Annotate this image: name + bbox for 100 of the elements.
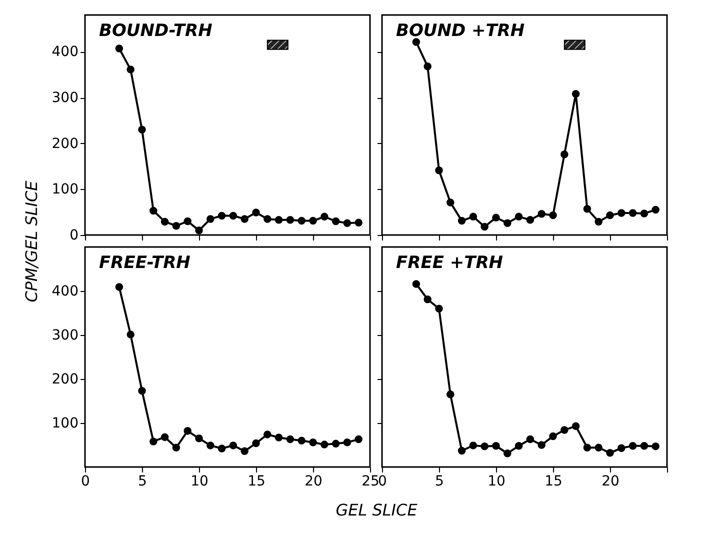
point bbox=[628, 209, 637, 217]
point bbox=[594, 218, 602, 226]
point bbox=[583, 205, 592, 213]
point bbox=[572, 422, 580, 430]
point bbox=[640, 442, 648, 450]
y-tick-label: 100 bbox=[52, 416, 78, 432]
point bbox=[150, 438, 158, 446]
point bbox=[480, 222, 488, 231]
point bbox=[126, 330, 134, 338]
point bbox=[526, 216, 534, 224]
x-tick-label: 5 bbox=[435, 474, 444, 490]
x-tick-label: 0 bbox=[81, 474, 90, 490]
point bbox=[412, 38, 420, 46]
point bbox=[172, 444, 180, 452]
point bbox=[435, 166, 443, 174]
chart-title: FREE-TRH bbox=[99, 253, 190, 273]
y-tick-label: 400 bbox=[52, 284, 78, 300]
point bbox=[424, 295, 432, 304]
chart-title: BOUND +TRH bbox=[396, 21, 525, 41]
y-tick-label: 0 bbox=[70, 228, 78, 244]
x-tick-label: 0 bbox=[378, 474, 387, 490]
point bbox=[264, 215, 272, 223]
point bbox=[195, 226, 203, 234]
y-tick-label: 300 bbox=[52, 328, 78, 344]
point bbox=[583, 444, 592, 452]
point bbox=[160, 433, 169, 441]
point bbox=[572, 90, 580, 98]
point bbox=[252, 439, 260, 448]
point bbox=[343, 219, 352, 227]
point bbox=[320, 212, 328, 221]
point bbox=[652, 442, 660, 450]
point bbox=[240, 215, 248, 223]
chart-title: BOUND-TRH bbox=[99, 21, 212, 41]
point bbox=[424, 62, 432, 70]
point bbox=[492, 214, 500, 222]
point bbox=[172, 222, 180, 230]
point bbox=[138, 126, 146, 134]
y-tick-label: 200 bbox=[52, 372, 78, 388]
point bbox=[446, 390, 454, 398]
point bbox=[560, 426, 568, 434]
point bbox=[560, 150, 568, 158]
point bbox=[274, 434, 283, 442]
point bbox=[549, 211, 557, 220]
x-tick-label: 25 bbox=[362, 474, 380, 490]
point bbox=[138, 387, 146, 395]
point bbox=[286, 435, 294, 444]
y-tick-label: 400 bbox=[52, 44, 78, 60]
point bbox=[480, 442, 488, 450]
point bbox=[606, 211, 614, 220]
point bbox=[412, 280, 420, 288]
point bbox=[538, 441, 546, 449]
point bbox=[526, 435, 534, 444]
point bbox=[618, 444, 626, 452]
point bbox=[195, 434, 203, 442]
x-tick-label: 15 bbox=[544, 474, 562, 490]
point bbox=[354, 218, 362, 226]
point bbox=[469, 442, 478, 450]
point bbox=[469, 212, 478, 221]
x-tick-label: 20 bbox=[602, 474, 620, 490]
point bbox=[115, 44, 124, 52]
x-axis-title: GEL SLICE bbox=[336, 500, 418, 520]
point bbox=[240, 447, 248, 456]
chart-title: FREE +TRH bbox=[396, 253, 504, 273]
point bbox=[640, 210, 648, 218]
point bbox=[184, 217, 192, 226]
y-tick-label: 100 bbox=[52, 182, 78, 198]
point bbox=[115, 283, 124, 291]
point bbox=[354, 435, 362, 444]
point bbox=[514, 212, 523, 221]
point bbox=[286, 216, 294, 224]
x-tick-label: 5 bbox=[138, 474, 147, 490]
point bbox=[309, 438, 317, 446]
point bbox=[492, 442, 500, 450]
point bbox=[504, 449, 512, 458]
point bbox=[218, 212, 226, 220]
point bbox=[320, 440, 328, 448]
x-tick-label: 10 bbox=[190, 474, 208, 490]
point bbox=[343, 438, 352, 446]
point bbox=[126, 66, 134, 74]
point bbox=[458, 446, 466, 455]
point bbox=[160, 218, 169, 226]
point bbox=[150, 206, 158, 215]
point bbox=[229, 442, 238, 450]
point bbox=[549, 432, 557, 440]
point bbox=[538, 210, 546, 218]
y-axis-title: CPM/GEL SLICE bbox=[22, 180, 41, 302]
y-tick-label: 300 bbox=[52, 90, 78, 106]
point bbox=[458, 216, 466, 225]
point bbox=[446, 198, 454, 206]
point bbox=[628, 442, 637, 450]
point bbox=[252, 208, 260, 216]
point bbox=[332, 217, 340, 226]
point bbox=[618, 209, 626, 217]
point bbox=[332, 440, 340, 448]
x-tick-label: 10 bbox=[488, 474, 506, 490]
point bbox=[229, 212, 238, 220]
y-tick-label: 200 bbox=[52, 136, 78, 152]
point bbox=[218, 444, 226, 452]
point bbox=[606, 449, 614, 457]
point bbox=[206, 215, 214, 223]
